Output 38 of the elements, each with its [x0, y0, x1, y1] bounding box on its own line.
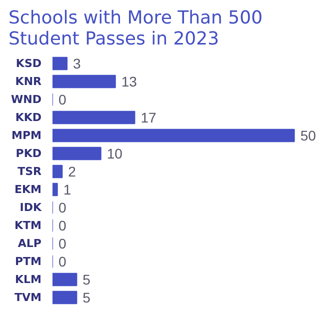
- y-tick-label: IDK: [20, 201, 42, 214]
- data-label: 1: [63, 182, 72, 198]
- bar: [52, 290, 78, 304]
- y-tick-label: KNR: [15, 75, 42, 88]
- y-tick-label: ALP: [18, 237, 42, 250]
- y-tick-label: EKM: [14, 183, 42, 196]
- data-label: 3: [73, 56, 82, 72]
- y-tick-label: MPM: [12, 129, 42, 142]
- bar: [52, 110, 136, 124]
- data-label: 0: [58, 92, 66, 108]
- data-label: 10: [106, 146, 123, 162]
- bar: [52, 146, 102, 160]
- bar: [52, 128, 295, 142]
- bar: [52, 182, 58, 196]
- data-label: 0: [58, 218, 66, 234]
- data-label: 5: [82, 272, 91, 288]
- y-tick-label: KSD: [16, 57, 42, 70]
- bar: [52, 56, 68, 70]
- data-label: 0: [58, 200, 66, 216]
- y-tick-label: TVM: [14, 291, 42, 304]
- data-label: 50: [300, 128, 316, 144]
- data-label: 0: [58, 254, 66, 270]
- y-tick-label: KKD: [15, 111, 42, 124]
- bar: [52, 164, 63, 178]
- y-tick-label: KTM: [14, 219, 42, 232]
- data-label: 5: [82, 290, 91, 306]
- y-tick-label: KLM: [15, 273, 42, 286]
- y-tick-label: TSR: [18, 165, 42, 178]
- chart-title: Schools with More Than 500 Student Passes in 2023: [8, 8, 263, 50]
- data-label: 0: [58, 236, 66, 252]
- data-label: 13: [121, 74, 138, 90]
- data-label: 17: [140, 110, 157, 126]
- y-tick-label: PTM: [14, 255, 42, 268]
- bar: [52, 74, 116, 88]
- data-label: 2: [68, 164, 76, 180]
- bar: [52, 272, 78, 286]
- y-tick-label: WND: [11, 93, 42, 106]
- y-tick-label: PKD: [16, 147, 42, 160]
